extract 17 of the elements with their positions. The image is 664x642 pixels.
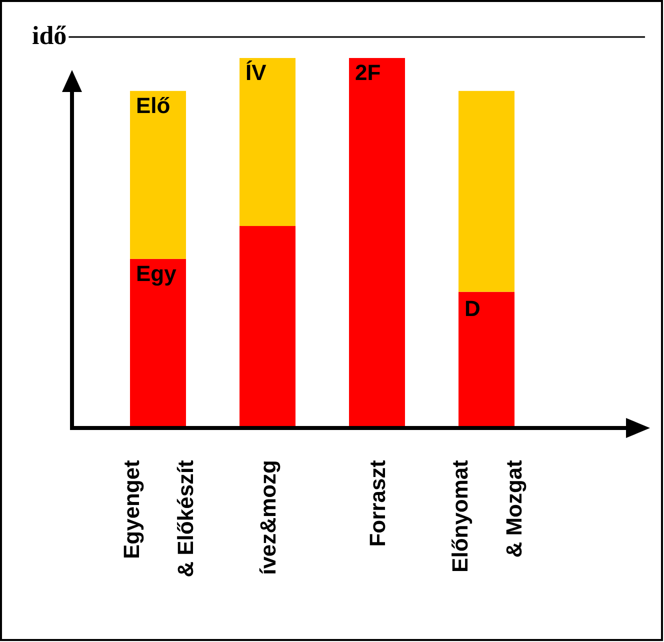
- bar: [240, 226, 296, 428]
- bar: [130, 258, 186, 428]
- category-label: Egyenget & Előkészít: [119, 460, 198, 578]
- x-tick-label: ívez&mozg: [256, 460, 280, 575]
- chart-title: idő: [32, 21, 67, 50]
- annotation: 2F: [355, 60, 381, 85]
- category-label: Előnyomat & Mozgat: [448, 460, 526, 572]
- bar: [458, 292, 514, 428]
- bar: [349, 58, 405, 428]
- annotation: ÍV: [246, 60, 267, 85]
- annotation: Egy: [136, 260, 178, 286]
- bar: [240, 58, 296, 226]
- annotation: D: [464, 296, 480, 321]
- bar: [130, 90, 186, 259]
- annotation: Elő: [136, 92, 170, 118]
- x-tick-label: Forraszt: [365, 459, 390, 547]
- bar: [458, 90, 514, 292]
